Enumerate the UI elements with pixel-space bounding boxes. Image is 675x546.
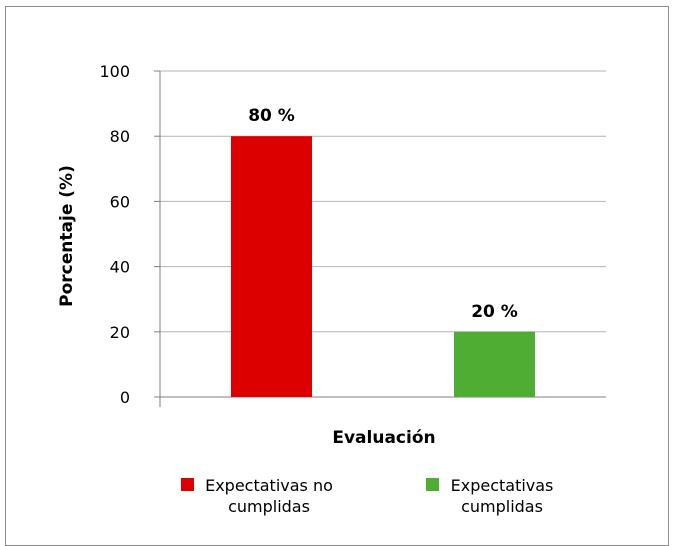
- y-tick-label: 100: [99, 62, 130, 81]
- y-tick-label: 80: [110, 127, 130, 146]
- y-tick-label: 20: [110, 323, 130, 342]
- y-tick-label: 40: [110, 258, 130, 277]
- bar: [231, 136, 312, 397]
- axes: 0 20 40 60 80 100: [99, 62, 606, 407]
- legend: Expectativas no cumplidas Expectativas cump…: [181, 476, 553, 516]
- gridlines: [160, 70, 606, 333]
- legend-label: cumplidas: [461, 497, 543, 516]
- bar-data-label: 80 %: [248, 106, 295, 126]
- bar: [454, 331, 535, 397]
- y-tick-label: 60: [110, 192, 130, 211]
- data-labels: 80 % 20 %: [248, 106, 518, 322]
- legend-label: cumplidas: [228, 497, 310, 516]
- legend-item: Expectativas no cumplidas: [181, 476, 333, 516]
- bar-chart: 0 20 40 60 80 100 80 % 20 % Porcentaje (%) Eva…: [57, 62, 606, 516]
- chart-frame: [5, 6, 669, 546]
- bar-data-label: 20 %: [471, 302, 518, 322]
- legend-label: Expectativas no: [205, 476, 333, 495]
- legend-item: Expectativas cumplidas: [426, 476, 553, 516]
- legend-label: Expectativas: [451, 476, 554, 495]
- y-tick-label: 0: [120, 388, 130, 407]
- x-axis-title: Evaluación: [332, 428, 435, 448]
- legend-swatch: [426, 478, 439, 491]
- y-axis-title: Porcentaje (%): [57, 165, 77, 307]
- bars: [231, 136, 535, 397]
- legend-swatch: [181, 478, 194, 491]
